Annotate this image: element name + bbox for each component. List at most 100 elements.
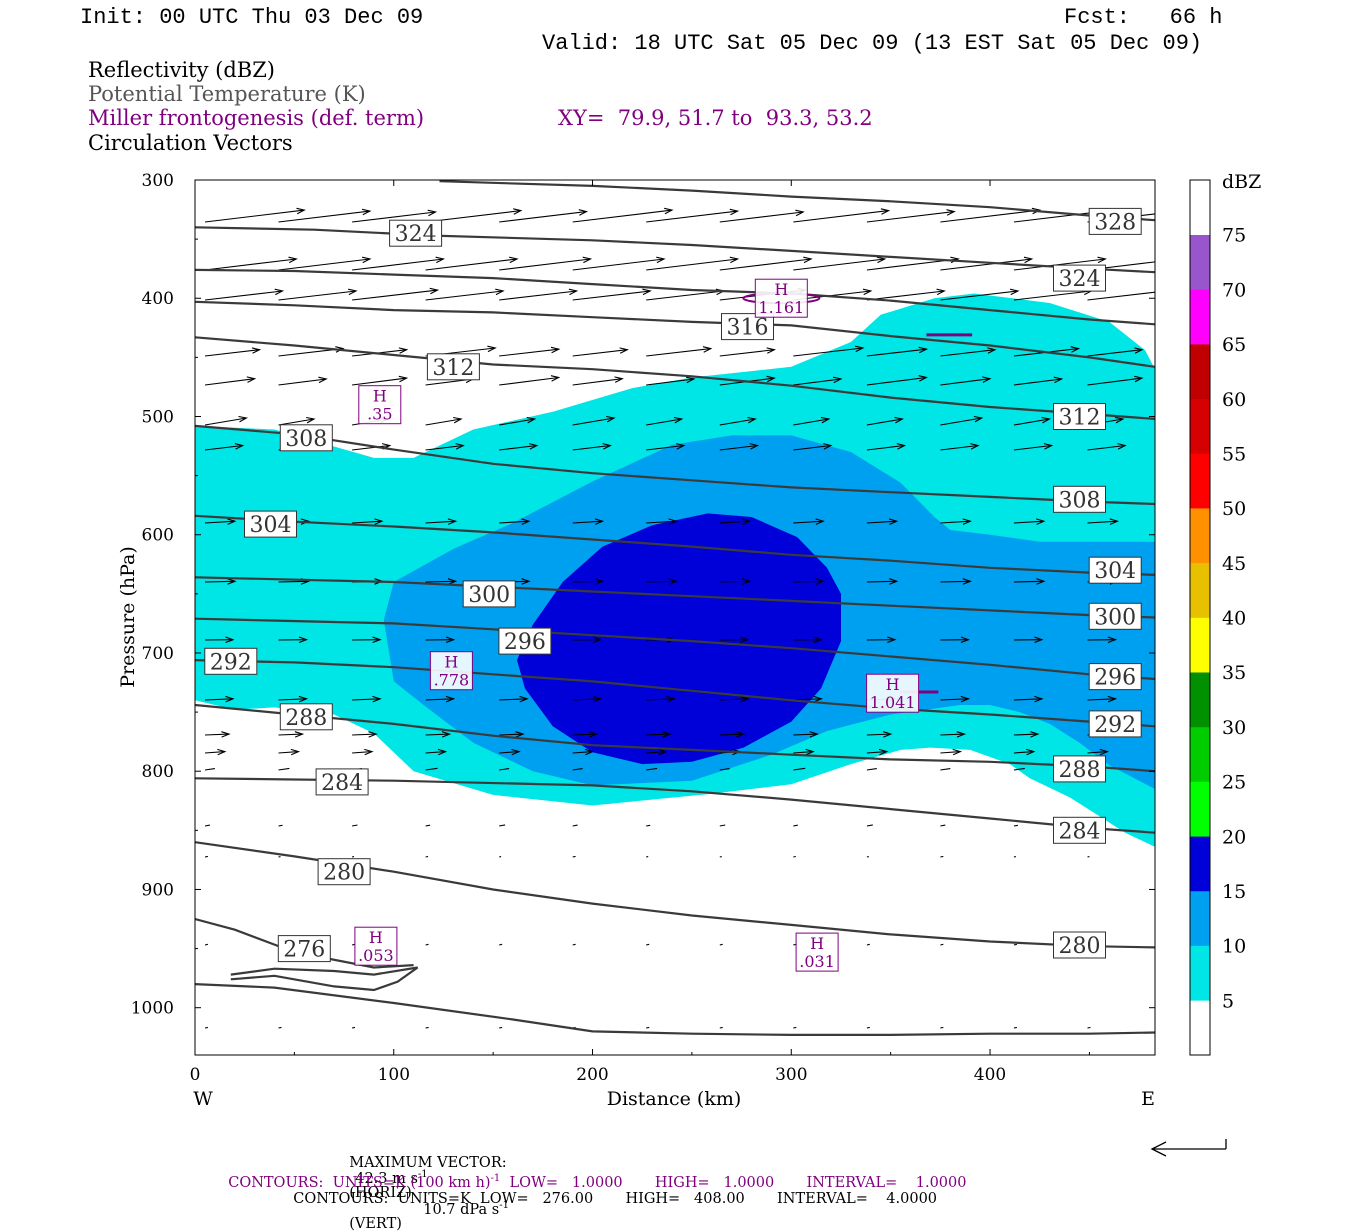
- circulation-vector: [793, 1027, 796, 1028]
- colorbar-level-label: 25: [1222, 772, 1246, 794]
- isentrope-label: 308: [285, 427, 327, 452]
- circulation-vector: [867, 944, 870, 945]
- frontogenesis-letter: H: [886, 675, 900, 694]
- circulation-vector: [499, 944, 502, 945]
- circulation-vector: [279, 581, 309, 582]
- isentrope-label: 276: [283, 938, 325, 963]
- colorbar-swatch: [1190, 235, 1210, 290]
- east-label: E: [1141, 1088, 1155, 1110]
- isentrope-label: 288: [285, 706, 327, 731]
- isentrope-label: 300: [1094, 605, 1136, 630]
- circulation-vector: [646, 581, 676, 582]
- isentrope-label: 280: [1059, 934, 1101, 959]
- circulation-vector: [499, 1027, 502, 1028]
- colorbar-level-label: 30: [1222, 717, 1246, 739]
- west-label: W: [193, 1088, 213, 1110]
- isentrope-label: 296: [504, 630, 546, 655]
- colorbar-swatch: [1190, 344, 1210, 399]
- y-tick-label: 300: [142, 171, 174, 191]
- colorbar-swatch: [1190, 1000, 1210, 1055]
- colorbar-swatch: [1190, 836, 1210, 891]
- x-tick-label: 100: [378, 1065, 410, 1085]
- frontogenesis-value: .031: [799, 952, 835, 971]
- colorbar-swatch: [1190, 782, 1210, 837]
- isentrope-label: 292: [1094, 713, 1136, 738]
- frontogenesis-letter: H: [373, 387, 387, 406]
- isentrope-label: 324: [1059, 267, 1101, 292]
- circulation-vector: [573, 581, 603, 582]
- isentrope-label: 288: [1059, 758, 1101, 783]
- colorbar-swatch: [1190, 453, 1210, 508]
- colorbar-level-label: 75: [1222, 225, 1246, 247]
- circulation-vector: [867, 1027, 870, 1028]
- isentrope-label: 296: [1094, 666, 1136, 691]
- circulation-vector: [279, 825, 283, 826]
- colorbar-level-label: 40: [1222, 608, 1246, 630]
- circulation-vector: [646, 1027, 649, 1028]
- isentrope-label: 328: [1094, 210, 1136, 235]
- x-tick-label: 0: [190, 1065, 201, 1085]
- colorbar-level-label: 20: [1222, 826, 1246, 848]
- colorbar-title: dBZ: [1222, 171, 1261, 193]
- colorbar-swatch: [1190, 672, 1210, 727]
- frontogenesis-value: 1.161: [758, 298, 804, 317]
- circulation-vector: [940, 1027, 943, 1028]
- circulation-vector: [720, 1027, 723, 1028]
- circulation-vector: [1014, 825, 1018, 826]
- isentrope-label: 304: [1094, 559, 1136, 584]
- frontogenesis-letter: H: [810, 934, 824, 953]
- y-tick-label: 400: [142, 289, 174, 309]
- frontogenesis-letter: H: [444, 653, 458, 672]
- circulation-vector: [426, 1027, 429, 1028]
- y-axis-label: Pressure (hPa): [117, 546, 139, 688]
- isentrope-label: 300: [468, 583, 510, 608]
- y-tick-label: 1000: [131, 999, 174, 1019]
- colorbar-level-label: 65: [1222, 334, 1246, 356]
- circulation-vector: [940, 856, 943, 857]
- circulation-vector: [352, 1027, 355, 1028]
- isentrope-label: 308: [1059, 488, 1101, 513]
- colorbar-swatch: [1190, 891, 1210, 946]
- circulation-vector-head: [1165, 288, 1173, 293]
- circulation-vector: [1014, 1027, 1017, 1028]
- colorbar-level-label: 55: [1222, 443, 1246, 465]
- y-tick-label: 500: [142, 408, 174, 428]
- colorbar-level-label: 70: [1222, 279, 1246, 301]
- colorbar-swatch: [1190, 508, 1210, 563]
- circulation-vector: [940, 944, 943, 945]
- circulation-vector: [205, 944, 208, 945]
- circulation-vector: [720, 581, 750, 582]
- circulation-vector: [867, 581, 897, 582]
- isentrope-label: 312: [432, 356, 474, 381]
- colorbar-level-label: 45: [1222, 553, 1246, 575]
- colorbar-level-label: 50: [1222, 498, 1246, 520]
- circulation-vector-head: [1163, 210, 1171, 216]
- circulation-vector: [426, 857, 429, 858]
- isentrope-label: 284: [321, 771, 363, 796]
- circulation-vector: [1014, 944, 1017, 945]
- isentrope-label: 292: [210, 650, 252, 675]
- isentrope-label: 280: [323, 861, 365, 886]
- isentrope-label: 316: [727, 316, 769, 341]
- circulation-vector: [205, 856, 208, 857]
- frontogenesis-value: .778: [434, 671, 470, 690]
- isentrope-label: 312: [1059, 406, 1101, 431]
- isentrope-label: 284: [1059, 819, 1101, 844]
- colorbar-swatch: [1190, 180, 1210, 235]
- colorbar-swatch: [1190, 563, 1210, 618]
- circulation-vector: [205, 581, 235, 582]
- colorbar-level-label: 35: [1222, 662, 1246, 684]
- circulation-vector: [426, 581, 456, 582]
- colorbar-swatch: [1190, 727, 1210, 782]
- isentrope-label: 324: [395, 222, 437, 247]
- circulation-vector-head: [1171, 257, 1179, 262]
- y-tick-label: 700: [142, 644, 174, 664]
- circulation-vector: [426, 944, 429, 945]
- x-tick-label: 300: [775, 1065, 807, 1085]
- colorbar-swatch: [1190, 399, 1210, 454]
- circulation-vector: [793, 581, 823, 582]
- frontogenesis-value: .053: [358, 946, 394, 965]
- reference-vector-arrow: [1152, 1139, 1226, 1156]
- colorbar-swatch: [1190, 946, 1210, 1001]
